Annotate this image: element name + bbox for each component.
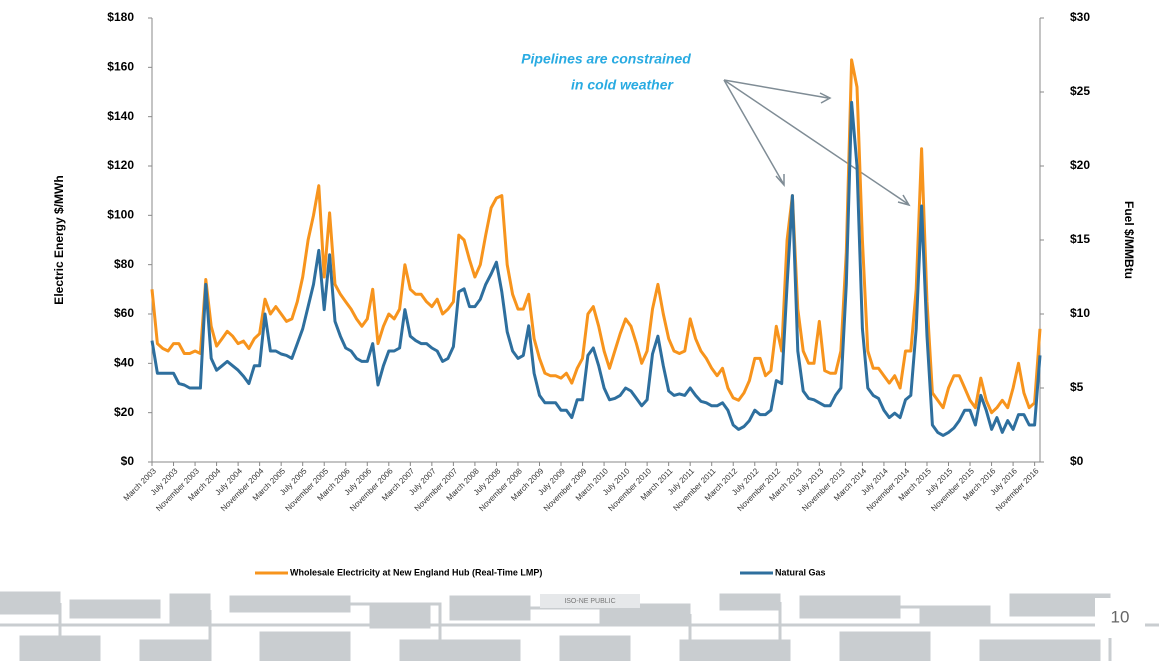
page-number: 10 <box>1111 607 1130 626</box>
y-tick-label: $140 <box>107 109 134 123</box>
y2-axis-label: Fuel $/MMBtu <box>1122 201 1136 279</box>
series-line <box>150 100 1042 437</box>
y2-tick-label: $25 <box>1070 84 1090 98</box>
footer-decoration <box>0 591 1159 661</box>
y-tick-label: $100 <box>107 208 134 222</box>
footer-label: ISO-NE PUBLIC <box>564 598 615 605</box>
y-tick-label: $60 <box>114 306 134 320</box>
y-axis-label: Electric Energy $/MWh <box>52 175 66 304</box>
footer-tag <box>540 594 640 608</box>
x-tick-label: March 2003 <box>122 466 159 503</box>
series-line <box>150 58 1042 415</box>
y-tick-label: $80 <box>114 257 134 271</box>
legend-label: Natural Gas <box>775 567 826 577</box>
y-tick-label: $160 <box>107 60 134 74</box>
y-tick-label: $40 <box>114 356 134 370</box>
legend-label: Wholesale Electricity at New England Hub… <box>290 567 542 577</box>
annotation-arrows <box>723 79 911 207</box>
y-tick-label: $120 <box>107 158 134 172</box>
y-tick-label: $180 <box>107 10 134 24</box>
page-number-box <box>1095 598 1145 638</box>
y2-tick-label: $10 <box>1070 306 1090 320</box>
y2-tick-label: $15 <box>1070 232 1090 246</box>
y-tick-label: $20 <box>114 405 134 419</box>
y2-tick-label: $30 <box>1070 10 1090 24</box>
y2-tick-label: $0 <box>1070 454 1084 468</box>
y2-tick-label: $20 <box>1070 158 1090 172</box>
annotation: Pipelines are constrained <box>521 51 691 67</box>
annotation: in cold weather <box>571 77 674 93</box>
y-tick-label: $0 <box>121 454 135 468</box>
y2-tick-label: $5 <box>1070 380 1084 394</box>
